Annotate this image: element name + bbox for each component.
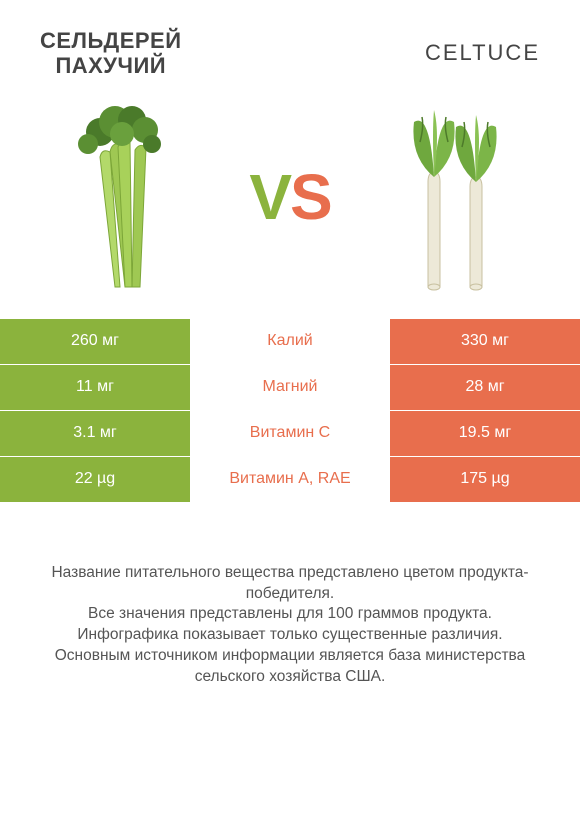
celtuce-image-icon	[370, 102, 540, 292]
table-row: 22 µgВитамин A, RAE175 µg	[0, 457, 580, 503]
comparison-table: 260 мгКалий330 мг11 мгМагний28 мг3.1 мгВ…	[0, 319, 580, 503]
right-value-cell: 175 µg	[390, 457, 580, 502]
vs-label: VS	[249, 160, 330, 234]
right-product-title: CELTUCE	[425, 28, 540, 66]
images-row: VS	[0, 89, 580, 319]
right-value-cell: 19.5 мг	[390, 411, 580, 456]
table-row: 260 мгКалий330 мг	[0, 319, 580, 365]
nutrient-name-cell: Магний	[190, 365, 390, 410]
right-value-cell: 330 мг	[390, 319, 580, 364]
nutrient-name-cell: Витамин C	[190, 411, 390, 456]
left-product-title: СЕЛЬДЕРЕЙ ПАХУЧИЙ	[40, 28, 182, 79]
footer-line-1: Название питательного вещества представл…	[30, 563, 550, 605]
footer-line-2: Все значения представлены для 100 граммо…	[30, 604, 550, 625]
left-value-cell: 260 мг	[0, 319, 190, 364]
header: СЕЛЬДЕРЕЙ ПАХУЧИЙ CELTUCE	[0, 0, 580, 89]
table-row: 11 мгМагний28 мг	[0, 365, 580, 411]
footer-line-3: Инфографика показывает только существенн…	[30, 625, 550, 646]
left-title-line2: ПАХУЧИЙ	[55, 53, 166, 78]
celery-image-icon	[40, 102, 210, 292]
nutrient-name-cell: Витамин A, RAE	[190, 457, 390, 502]
right-value-cell: 28 мг	[390, 365, 580, 410]
left-title-line1: СЕЛЬДЕРЕЙ	[40, 28, 182, 53]
vs-v: V	[249, 161, 290, 233]
footer-notes: Название питательного вещества представл…	[0, 503, 580, 689]
nutrient-name-cell: Калий	[190, 319, 390, 364]
vs-s: S	[290, 161, 331, 233]
left-value-cell: 3.1 мг	[0, 411, 190, 456]
left-value-cell: 22 µg	[0, 457, 190, 502]
left-value-cell: 11 мг	[0, 365, 190, 410]
table-row: 3.1 мгВитамин C19.5 мг	[0, 411, 580, 457]
footer-line-4: Основным источником информации является …	[30, 646, 550, 688]
